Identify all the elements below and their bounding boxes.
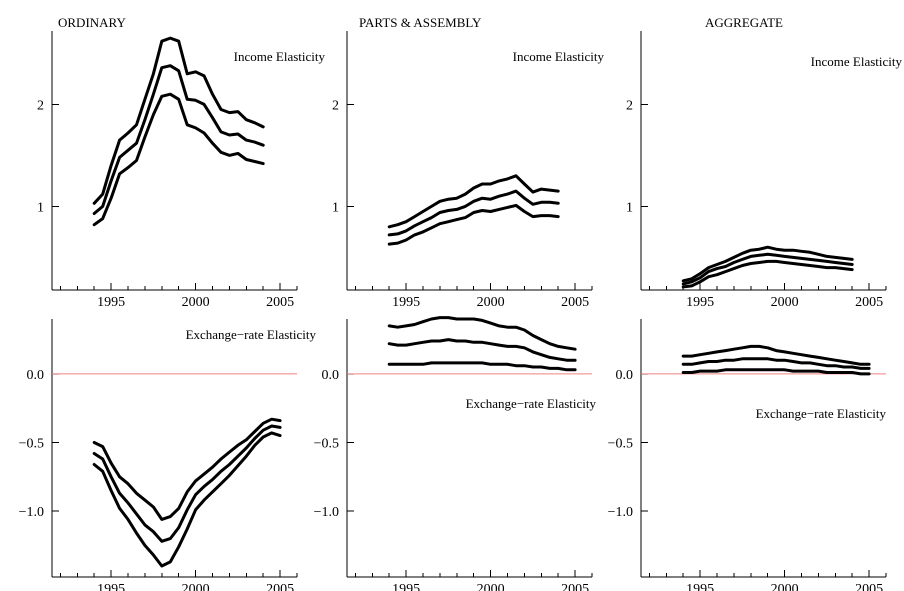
x-tick-label: 2005 [561,582,589,591]
y-tick-label: 1 [332,200,339,215]
series-line-3 [681,259,854,289]
y-tick-label: −0.5 [314,437,339,452]
series-line-1 [92,417,282,521]
x-tick-label: 1995 [686,295,714,310]
series-line-2 [92,424,282,543]
x-tick-label: 2000 [477,295,505,310]
series-line-1 [681,344,871,366]
y-tick-label: 0.0 [616,368,634,383]
panel-title-ordinary: ORDINARY [58,15,127,30]
series-line-3 [92,92,265,227]
series-line-2 [681,252,854,286]
annotation-income-elasticity: Income Elasticity [513,49,605,64]
series-line-3 [387,361,577,372]
x-tick-label: 1995 [97,582,125,591]
annotation-exchange-rate-elasticity: Exchange−rate Elasticity [466,396,597,411]
series-line-1 [92,36,265,205]
x-tick-label: 2005 [855,295,883,310]
series-line-3 [681,368,871,376]
x-tick-label: 2005 [266,295,294,310]
annotation-exchange-rate-elasticity: Exchange−rate Elasticity [186,327,317,342]
x-tick-label: 2005 [266,582,294,591]
y-tick-label: −1.0 [608,505,633,520]
series-line-2 [387,189,560,237]
panel-parts-assembly-income: PARTS & ASSEMBLY Income Elasticity 1995 2… [332,15,604,310]
y-tick-label: −0.5 [19,437,44,452]
panel-title-aggregate: AGGREGATE [705,15,783,30]
y-tick-label: 2 [332,98,339,113]
series-line-2 [92,64,265,215]
y-tick-label: 2 [626,98,633,113]
y-tick-label: −0.5 [608,437,633,452]
x-tick-label: 1995 [97,295,125,310]
series-line-1 [387,316,577,351]
x-tick-label: 1995 [392,295,420,310]
panel-ordinary-exchange-rate: Exchange−rate Elasticity 1995 2000 2005 0.0… [19,319,317,591]
y-tick-label: −1.0 [314,505,339,520]
panel-parts-assembly-exchange-rate: Exchange−rate Elasticity 1995 2000 2005 0.0… [314,316,597,591]
y-tick-label: 1 [626,200,633,215]
y-tick-label: 0.0 [27,368,45,383]
x-tick-label: 1995 [392,582,420,591]
panel-title-parts-assembly: PARTS & ASSEMBLY [359,15,482,30]
annotation-exchange-rate-elasticity: Exchange−rate Elasticity [756,406,887,421]
series-line-3 [92,431,282,568]
panel-aggregate-exchange-rate: Exchange−rate Elasticity 1995 2000 2005 0.0… [608,319,887,591]
series-line-2 [681,357,871,370]
x-tick-label: 2005 [561,295,589,310]
x-tick-label: 2000 [771,295,799,310]
x-tick-label: 2000 [477,582,505,591]
y-tick-label: 2 [37,98,44,113]
annotation-income-elasticity: Income Elasticity [234,49,326,64]
series-line-3 [387,203,560,246]
y-tick-label: 0.0 [322,368,340,383]
x-tick-label: 2000 [771,582,799,591]
x-tick-label: 1995 [686,582,714,591]
x-tick-label: 2005 [855,582,883,591]
x-tick-label: 2000 [182,582,210,591]
annotation-income-elasticity: Income Elasticity [811,54,903,69]
series-line-2 [387,338,577,362]
x-tick-label: 2000 [182,295,210,310]
series-line-1 [387,174,560,229]
y-tick-label: −1.0 [19,505,44,520]
panel-ordinary-income: ORDINARY Income Elasticity 1995 2000 2005 1… [37,15,325,310]
series-line-1 [681,245,854,283]
panel-aggregate-income: AGGREGATE Income Elasticity 1995 2000 2005… [626,15,902,310]
y-tick-label: 1 [37,200,44,215]
